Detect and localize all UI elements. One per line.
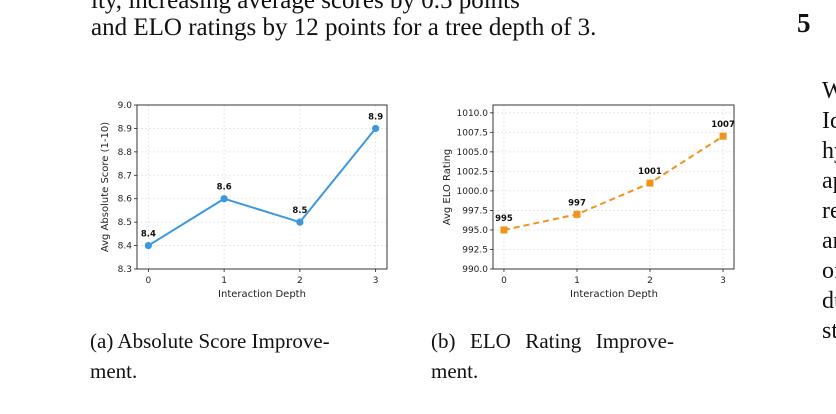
right-column-line: Ide [822,108,836,134]
right-column-text: We Ide hyp app refi and offe dur stu [822,76,836,346]
right-column-line: and [822,228,836,254]
ca-ytick-label: 8.4 [118,242,133,252]
ca-xtick-label: 2 [297,276,303,286]
body-text-line: and ELO ratings by 12 points for a tree … [91,14,597,41]
chart-b: 990.0992.5995.0997.51000.01002.51005.010… [442,104,735,300]
chart-a: 8.3 8.4 8.5 8.6 8.7 8.8 8.9 9.0 0 1 2 3 8.4 8.6 8.5 8.… [100,101,388,300]
right-column-line: dur [822,288,836,314]
ca-data-label: 8.9 [368,112,383,122]
cb-point [719,132,727,140]
cb-data-label: 1001 [638,167,662,177]
cb-ytick-label: 1002.5 [457,167,489,177]
cb-point [573,210,581,218]
chart-b-plot-frame [492,104,735,270]
ca-point [372,124,380,133]
cb-xtick-label: 1 [574,276,580,286]
ca-point [220,195,228,203]
cb-xtick-label: 3 [720,276,726,286]
cb-xtick-label: 0 [501,276,507,286]
ca-ytick-label: 8.8 [118,148,133,158]
caption-a-line-1: (a) Absolute Score Improve- [90,329,330,353]
ca-xtick-label: 3 [373,276,379,286]
ca-data-label: 8.6 [217,183,232,193]
right-column-line: refi [822,198,836,224]
chart-b-ylabel: Avg ELO Rating [442,149,453,226]
ca-data-label: 8.4 [141,230,156,240]
cb-ytick-label: 1007.5 [457,128,489,138]
caption-b-line-1: (b) ELO Rating Improve- [431,329,674,353]
right-column-line: We [822,78,836,104]
cb-ytick-label: 1000.0 [457,187,489,197]
ca-ytick-label: 8.9 [118,124,133,134]
cb-data-label: 995 [495,214,513,224]
chart-b-xlabel: Interaction Depth [570,289,658,300]
cb-ytick-label: 990.0 [462,265,488,275]
chart-a-plot-frame [136,104,388,270]
cb-ytick-label: 1010.0 [457,109,489,119]
chart-a-xlabel: Interaction Depth [218,289,306,300]
ca-xtick-label: 0 [145,276,151,286]
right-column-line: stu [822,318,836,344]
ca-point [296,218,304,226]
cb-ytick-label: 1005.0 [457,148,489,158]
ca-ytick-label: 8.5 [118,218,132,228]
ca-point [144,241,152,250]
caption-b: (b) ELO Rating Improve- ment. [431,326,674,386]
ca-ytick-label: 8.7 [118,171,132,181]
caption-a: (a) Absolute Score Improve- ment. [90,326,330,386]
right-column-line: offe [822,258,836,284]
caption-a-line-2: ment. [90,359,138,383]
chart-a-ylabel: Avg Absolute Score (1-10) [100,122,111,252]
ca-ytick-label: 9.0 [118,101,133,111]
ca-xtick-label: 1 [221,276,227,286]
chart-a-series-line [147,127,377,247]
right-column-line: app [822,168,836,194]
cb-point [500,226,508,234]
ca-ytick-label: 8.3 [118,265,132,275]
cb-data-label: 997 [568,198,586,208]
cb-ytick-label: 995.0 [462,226,488,236]
caption-b-line-2: ment. [431,359,479,383]
right-column-line: hyp [822,138,836,164]
section-number: 5 [797,8,811,38]
cb-ytick-label: 997.5 [462,206,488,216]
ca-ytick-label: 8.6 [118,195,133,205]
cb-ytick-label: 992.5 [462,245,488,255]
cb-xtick-label: 2 [647,276,653,286]
cb-point [646,179,654,187]
chart-b-series-line [503,135,724,231]
ca-data-label: 8.5 [292,206,307,216]
body-text-line-partial: ity, increasing average scores by 0.5 po… [91,0,520,14]
cb-data-label: 1007 [711,120,735,130]
